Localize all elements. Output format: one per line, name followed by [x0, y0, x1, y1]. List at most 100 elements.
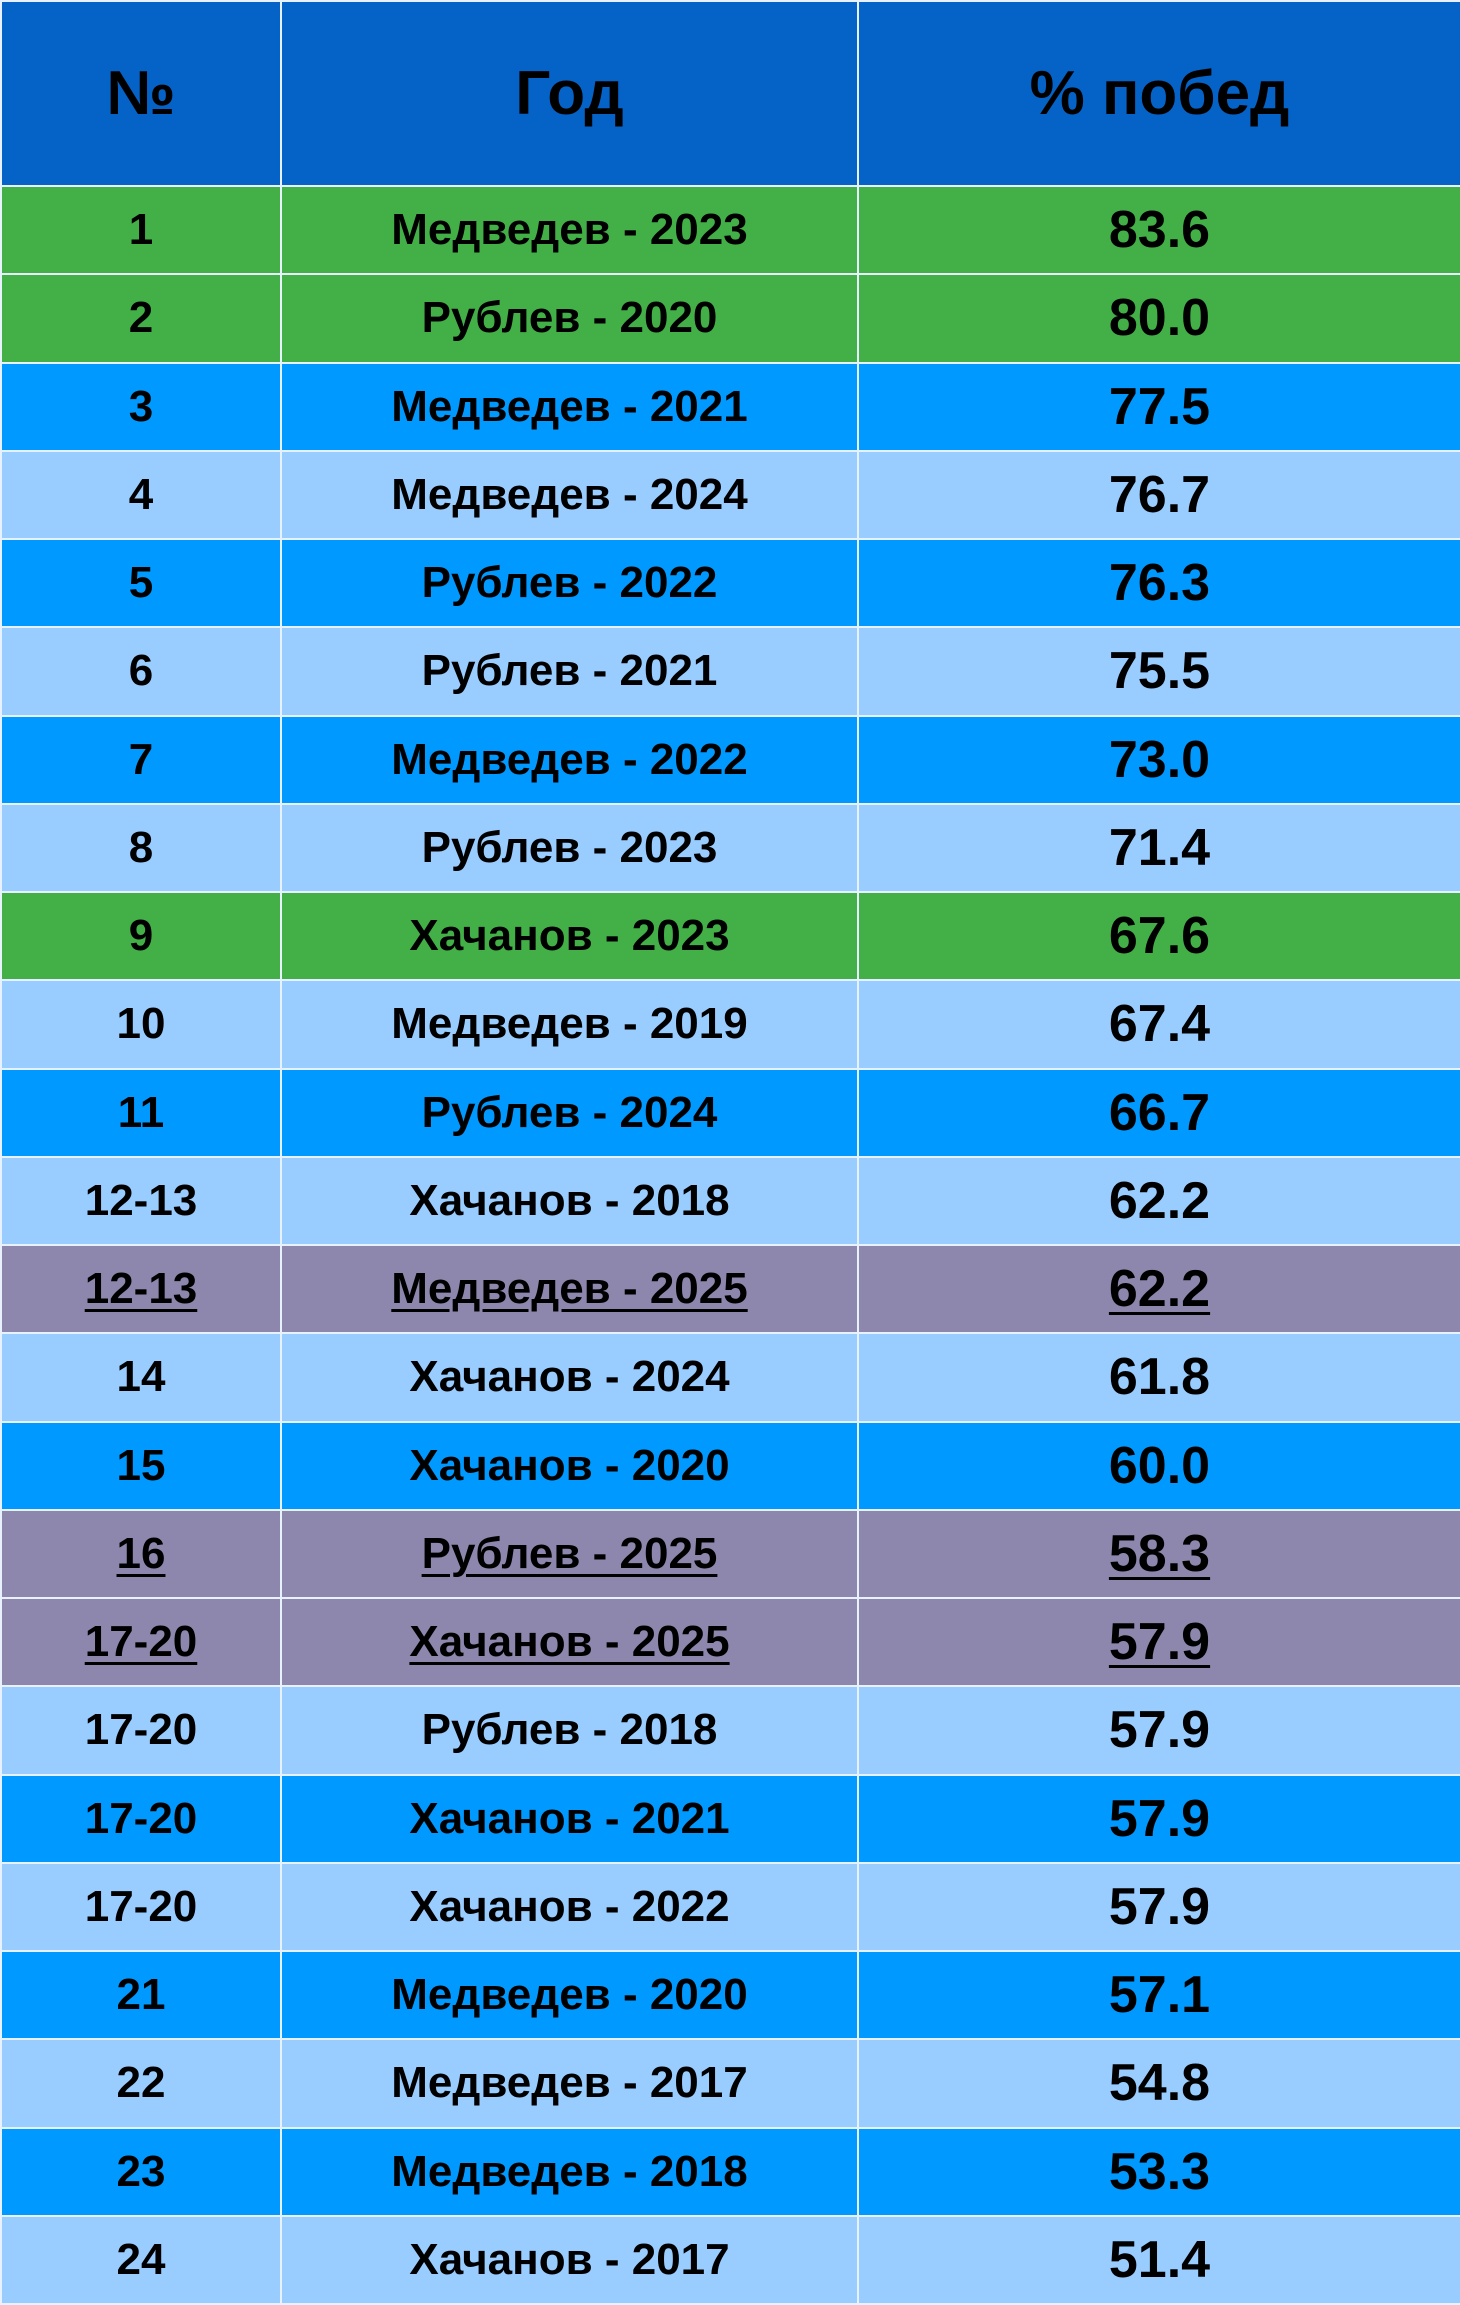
- table-row: 5 Рублев - 2022 76.3: [0, 537, 1460, 629]
- rank-cell: 6: [0, 626, 282, 717]
- player-year-cell: Рублев - 2025: [280, 1508, 859, 1600]
- table-row: 10 Медведев - 2019 67.4: [0, 979, 1460, 1070]
- rank-cell-text: 10: [116, 999, 166, 1049]
- table-row: 7 Медведев - 2022 73.0: [0, 714, 1460, 805]
- win-pct-cell: 66.7: [857, 1067, 1460, 1158]
- win-pct-cell-text: 66.7: [1108, 1083, 1211, 1142]
- table-row: 17-20 Рублев - 2018 57.9: [0, 1685, 1460, 1776]
- rank-cell-text: 5: [128, 558, 154, 608]
- rank-cell: 12-13: [0, 1155, 282, 1247]
- table-row: 6 Рублев - 2021 75.5: [0, 626, 1460, 717]
- table-row: 8 Рублев - 2023 71.4: [0, 802, 1460, 894]
- table-row: 3 Медведев - 2021 77.5: [0, 361, 1460, 452]
- rank-cell-text: 12-13: [84, 1175, 198, 1225]
- player-year-cell-text: Хачанов - 2018: [409, 1175, 730, 1225]
- rank-cell: 8: [0, 802, 282, 894]
- rank-cell: 24: [0, 2214, 282, 2305]
- rank-cell: 12-13: [0, 1243, 282, 1335]
- player-year-cell-text: Хачанов - 2020: [409, 1440, 730, 1490]
- rank-cell-text: 15: [116, 1440, 166, 1490]
- player-year-cell: Рублев - 2024: [280, 1067, 859, 1158]
- rank-cell: 7: [0, 714, 282, 805]
- table-row: 22 Медведев - 2017 54.8: [0, 2038, 1460, 2129]
- player-year-cell: Рублев - 2022: [280, 537, 859, 629]
- win-pct-cell-text: 62.2: [1108, 1260, 1211, 1319]
- win-pct-cell-text: 58.3: [1108, 1524, 1211, 1583]
- win-pct-cell: 57.9: [857, 1861, 1460, 1953]
- win-pct-cell: 73.0: [857, 714, 1460, 805]
- player-year-cell-text: Рублев - 2022: [421, 558, 718, 608]
- rank-cell-text: 9: [128, 911, 154, 961]
- table-row: 1 Медведев - 2023 83.6: [0, 184, 1460, 276]
- rank-cell-text: 11: [117, 1087, 165, 1137]
- player-year-cell: Хачанов - 2018: [280, 1155, 859, 1247]
- rank-cell-text: 17-20: [84, 1617, 198, 1667]
- table-row: 16 Рублев - 2025 58.3: [0, 1508, 1460, 1600]
- player-year-cell: Медведев - 2022: [280, 714, 859, 805]
- rank-cell-text: 6: [128, 646, 154, 696]
- win-pct-cell-text: 76.3: [1108, 554, 1211, 613]
- win-pct-cell-text: 76.7: [1108, 465, 1211, 524]
- rank-cell: 1: [0, 184, 282, 276]
- player-year-cell-text: Хачанов - 2021: [409, 1793, 730, 1843]
- player-year-cell: Медведев - 2018: [280, 2126, 859, 2217]
- rank-cell: 22: [0, 2038, 282, 2129]
- header-rank: №: [0, 0, 282, 187]
- win-pct-cell-text: 57.9: [1108, 1877, 1211, 1936]
- table-row: 17-20 Хачанов - 2021 57.9: [0, 1773, 1460, 1864]
- rank-cell: 17-20: [0, 1596, 282, 1688]
- win-pct-cell: 62.2: [857, 1243, 1460, 1335]
- win-pct-cell-text: 67.6: [1108, 907, 1211, 966]
- header-win-pct: % побед: [857, 0, 1460, 187]
- player-year-cell-text: Медведев - 2025: [391, 1264, 748, 1314]
- rank-cell: 9: [0, 890, 282, 982]
- table-row: 17-20 Хачанов - 2025 57.9: [0, 1596, 1460, 1688]
- rank-cell-text: 12-13: [84, 1264, 198, 1314]
- win-pct-cell: 57.9: [857, 1685, 1460, 1776]
- win-pct-cell-text: 61.8: [1108, 1348, 1211, 1407]
- player-year-cell: Медведев - 2020: [280, 1949, 859, 2041]
- win-pct-cell-text: 60.0: [1108, 1436, 1211, 1495]
- player-year-cell-text: Медведев - 2019: [391, 999, 748, 1049]
- rank-cell-text: 14: [116, 1352, 166, 1402]
- win-pct-cell: 71.4: [857, 802, 1460, 894]
- player-year-cell: Хачанов - 2022: [280, 1861, 859, 1953]
- win-pct-cell: 77.5: [857, 361, 1460, 452]
- table-row: 2 Рублев - 2020 80.0: [0, 273, 1460, 364]
- rank-cell-text: 16: [116, 1528, 166, 1578]
- rank-cell-text: 22: [116, 2058, 166, 2108]
- rank-cell-text: 17-20: [84, 1881, 198, 1931]
- rank-cell: 11: [0, 1067, 282, 1158]
- win-pct-cell-text: 62.2: [1108, 1171, 1211, 1230]
- win-pct-cell-text: 54.8: [1108, 2054, 1211, 2113]
- win-pct-cell: 83.6: [857, 184, 1460, 276]
- player-year-cell: Хачанов - 2020: [280, 1420, 859, 1511]
- win-pct-cell-text: 57.9: [1108, 1701, 1211, 1760]
- win-pct-cell: 51.4: [857, 2214, 1460, 2305]
- table-row: 21 Медведев - 2020 57.1: [0, 1949, 1460, 2041]
- player-year-cell: Рублев - 2018: [280, 1685, 859, 1776]
- win-pct-cell: 61.8: [857, 1332, 1460, 1423]
- win-pct-cell: 58.3: [857, 1508, 1460, 1600]
- rank-cell: 16: [0, 1508, 282, 1600]
- win-pct-cell-text: 57.1: [1108, 1966, 1211, 2025]
- rank-cell: 23: [0, 2126, 282, 2217]
- player-year-cell: Медведев - 2023: [280, 184, 859, 276]
- rank-cell: 21: [0, 1949, 282, 2041]
- win-pct-cell: 60.0: [857, 1420, 1460, 1511]
- player-year-cell-text: Медведев - 2022: [391, 734, 748, 784]
- rank-cell-text: 4: [128, 469, 154, 519]
- rank-cell: 17-20: [0, 1685, 282, 1776]
- table-row: 9 Хачанов - 2023 67.6: [0, 890, 1460, 982]
- table-row: 24 Хачанов - 2017 51.4: [0, 2214, 1460, 2305]
- rank-cell-text: 3: [128, 381, 154, 431]
- player-year-cell-text: Рублев - 2021: [421, 646, 718, 696]
- rank-cell-text: 8: [128, 822, 154, 872]
- rank-cell: 4: [0, 449, 282, 541]
- win-pct-cell: 76.7: [857, 449, 1460, 541]
- player-year-cell: Медведев - 2017: [280, 2038, 859, 2129]
- player-year-cell-text: Медведев - 2018: [391, 2146, 748, 2196]
- win-pct-cell-text: 53.3: [1108, 2142, 1211, 2201]
- win-pct-cell-text: 57.9: [1108, 1613, 1211, 1672]
